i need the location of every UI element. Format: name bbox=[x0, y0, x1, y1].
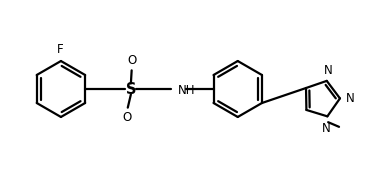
Text: S: S bbox=[126, 82, 136, 96]
Text: O: O bbox=[127, 54, 136, 67]
Text: N: N bbox=[322, 122, 331, 135]
Text: F: F bbox=[57, 43, 63, 56]
Text: O: O bbox=[122, 111, 131, 124]
Text: N: N bbox=[346, 92, 354, 105]
Text: NH: NH bbox=[178, 84, 195, 97]
Text: N: N bbox=[324, 64, 332, 77]
